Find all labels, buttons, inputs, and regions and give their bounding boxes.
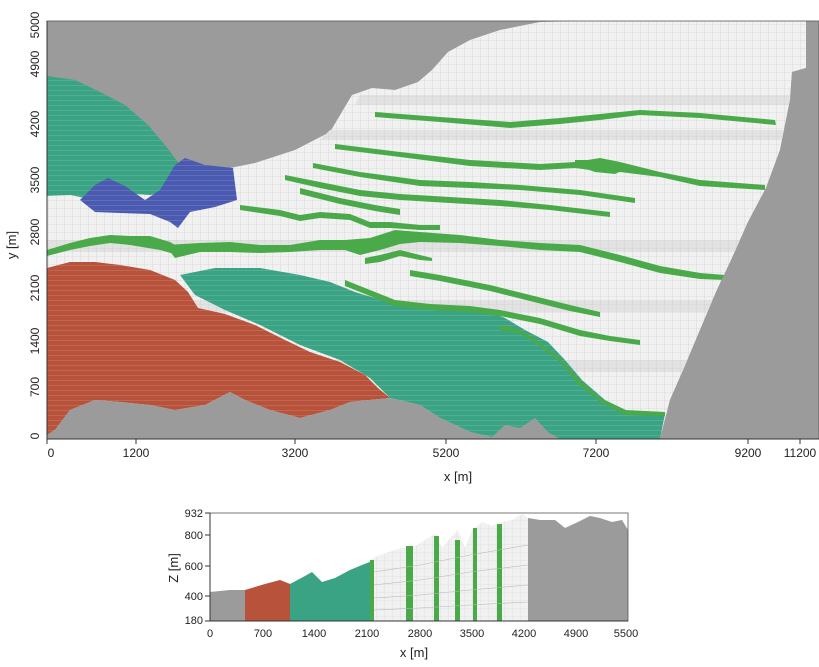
zone-red-lines [47, 262, 390, 435]
plan-y-tick: 3500 [28, 166, 42, 193]
plan-x-label: x [m] [444, 469, 472, 484]
section-rock-left [210, 590, 245, 621]
plan-y-tick: 2100 [28, 274, 42, 301]
section-x-tick: 3500 [460, 628, 484, 640]
section-y-label: Z [m] [166, 553, 181, 583]
plan-x-axis: 0 1200 3200 5200 7200 9200 11200 x [m] [46, 438, 819, 484]
plan-y-axis: 0 700 1400 2100 2800 3500 4200 4900 5000… [4, 11, 48, 439]
base-rock [47, 392, 500, 439]
plan-y-tick: 1400 [28, 327, 42, 354]
plan-view [47, 21, 819, 439]
plan-y-tick: 5000 [28, 11, 42, 38]
plan-y-tick: 4200 [28, 110, 42, 137]
section-x-axis: 0 700 1400 2100 2800 3500 4200 4900 5500… [207, 620, 638, 660]
plan-y-tick: 4900 [28, 50, 42, 77]
green-layers [47, 110, 776, 416]
rock-right [660, 68, 819, 439]
zone-teal-middle-lines [180, 268, 665, 439]
section-y-tick: 932 [185, 508, 203, 520]
section-x-tick: 0 [207, 628, 213, 640]
plan-x-tick: 1200 [123, 446, 150, 460]
section-x-tick: 2800 [408, 628, 432, 640]
section-x-tick: 2100 [355, 628, 379, 640]
section-y-tick: 180 [185, 615, 203, 627]
plan-y-label: y [m] [4, 231, 19, 259]
section-y-tick: 800 [185, 530, 203, 542]
section-x-tick: 700 [254, 628, 272, 640]
section-y-axis: 180 400 600 800 932 Z [m] [166, 508, 211, 627]
plan-x-tick: 11200 [784, 446, 817, 460]
section-x-tick: 5500 [614, 628, 638, 640]
section-x-tick: 4900 [564, 628, 588, 640]
plan-x-tick: 7200 [583, 446, 610, 460]
plan-y-tick: 2800 [28, 218, 42, 245]
plan-x-tick: 0 [48, 446, 55, 460]
section-contours [373, 544, 529, 611]
zone-blue-lines [80, 158, 237, 228]
plan-x-tick: 3200 [282, 446, 309, 460]
plan-y-tick: 700 [28, 377, 42, 397]
plan-y-tick: 0 [28, 432, 42, 439]
section-x-tick: 4200 [512, 628, 536, 640]
section-y-tick: 400 [185, 591, 203, 603]
section-view [210, 514, 628, 621]
section-zone-teal [290, 562, 370, 621]
section-green-layers [370, 524, 502, 621]
section-x-label: x [m] [400, 645, 428, 660]
plan-x-tick: 9200 [735, 446, 762, 460]
section-rock-right [528, 516, 628, 621]
base-rock-right [490, 418, 560, 439]
section-zone-red [245, 580, 290, 621]
section-x-tick: 1400 [302, 628, 326, 640]
section-y-tick: 600 [185, 561, 203, 573]
plan-x-tick: 5200 [433, 446, 460, 460]
zone-teal-upper-lines [47, 76, 180, 200]
